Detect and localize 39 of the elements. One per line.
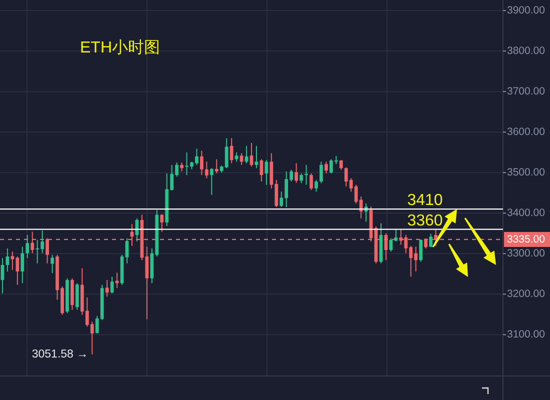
y-tick-label: 3300.00: [507, 248, 546, 260]
candlestick: [250, 142, 254, 168]
candlestick: [310, 172, 313, 191]
candlestick: [314, 179, 318, 192]
candlestick: [294, 162, 298, 184]
y-tick-label: 3500.00: [507, 166, 546, 179]
candlestick: [200, 150, 204, 176]
candlestick: [125, 238, 129, 264]
y-tick-label: 3600.00: [507, 126, 546, 138]
ref-line-label: 3360: [407, 212, 443, 230]
candlestick: [214, 158, 218, 174]
candlestick: [26, 234, 30, 259]
y-tick-label: 3200.00: [507, 288, 546, 300]
text: ETH小时图: [80, 38, 160, 56]
candlestick: [76, 282, 79, 310]
candlestick: [204, 161, 208, 179]
y-tick-label: 3900.00: [507, 4, 546, 17]
candlestick: [429, 233, 432, 248]
candlestick: [20, 246, 24, 284]
candlestick: [254, 145, 258, 169]
candlestick: [320, 161, 323, 184]
y-tick-label: 3700.00: [507, 86, 546, 98]
y-tick-label: 3100.00: [507, 328, 546, 341]
candlestick: [234, 152, 238, 162]
candlestick: [339, 160, 343, 170]
candlestick: [300, 172, 303, 184]
y-tick-label: 3400.00: [507, 207, 546, 220]
y-tick-label: 3800.00: [507, 45, 546, 58]
candlestick: [50, 254, 54, 274]
candlestick: [419, 238, 423, 262]
candlestick: [210, 168, 214, 196]
candlestick: [264, 160, 268, 186]
annotation: 3051.58 →: [32, 348, 88, 360]
ref-line-label: 3335.00: [507, 233, 546, 246]
candlestick: [324, 161, 328, 174]
candlestick: [230, 138, 234, 164]
candlestick: [105, 279, 109, 298]
candlestick: [160, 214, 164, 232]
ref-line-label: 3410: [407, 192, 443, 210]
